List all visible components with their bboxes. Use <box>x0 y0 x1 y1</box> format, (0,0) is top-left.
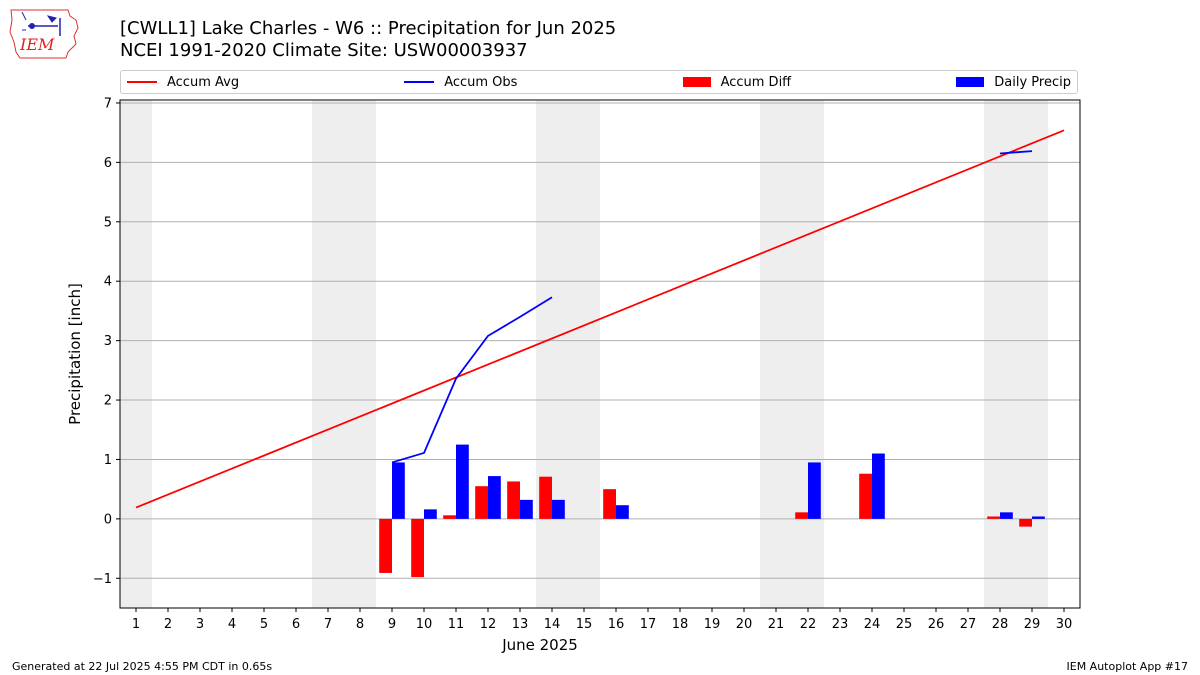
daily-precip-bar-day-10 <box>424 509 437 519</box>
legend-swatch-accum-diff <box>682 77 711 87</box>
legend-label-accum-avg: Accum Avg <box>167 74 240 90</box>
legend-label-accum-obs: Accum Obs <box>444 74 518 90</box>
accum-avg-line <box>135 129 1065 509</box>
x-tick-label-8: 9 <box>388 617 396 632</box>
x-tick-label-23: 24 <box>864 617 881 632</box>
chart-title: [CWLL1] Lake Charles - W6 :: Precipitati… <box>120 18 617 39</box>
footer-generated: Generated at 22 Jul 2025 4:55 PM CDT in … <box>12 660 273 673</box>
legend-label-daily-precip: Daily Precip <box>994 74 1071 90</box>
y-tick-label-2: 1 <box>104 453 112 468</box>
legend: Accum Avg Accum Obs Accum Diff Daily Pre… <box>120 70 1078 94</box>
legend-swatch-daily-precip <box>956 77 985 87</box>
daily-precip-bar-day-16 <box>616 505 629 519</box>
daily-precip-bar-day-9 <box>392 462 405 519</box>
x-tick-label-4: 5 <box>260 617 268 632</box>
x-tick-label-3: 4 <box>228 617 236 632</box>
x-tick-label-20: 21 <box>768 617 785 632</box>
daily-precip-bar-day-12 <box>488 476 501 519</box>
daily-precip-bar-day-14 <box>552 499 565 519</box>
legend-item-accum-avg: Accum Avg <box>127 75 239 90</box>
weekend-shade-4 <box>984 100 1048 608</box>
x-tick-label-17: 18 <box>672 617 689 632</box>
x-tick-label-19: 20 <box>736 617 753 632</box>
legend-item-accum-obs: Accum Obs <box>404 75 517 90</box>
y-tick-label-1: 0 <box>104 512 112 527</box>
legend-swatch-accum-obs <box>404 81 435 83</box>
daily-precip-bar-day-22 <box>808 462 821 519</box>
y-tick-label-3: 2 <box>104 394 112 409</box>
daily-precip-bar-day-28 <box>1000 512 1013 519</box>
weather-station-icon <box>21 11 61 36</box>
x-tick-label-7: 8 <box>356 617 364 632</box>
x-tick-label-29: 30 <box>1056 617 1073 632</box>
daily-precip-bar-day-29 <box>1032 516 1045 519</box>
x-tick-label-28: 29 <box>1024 617 1041 632</box>
x-tick-label-21: 22 <box>800 617 817 632</box>
y-tick-label-7: 6 <box>104 156 112 171</box>
daily-precip-bar-day-24 <box>872 453 885 519</box>
x-tick-label-27: 28 <box>992 617 1009 632</box>
x-tick-label-5: 6 <box>292 617 300 632</box>
y-tick-label-0: −1 <box>93 572 112 587</box>
accum-diff-bar-day-9 <box>379 518 392 573</box>
x-tick-label-26: 27 <box>960 617 977 632</box>
x-tick-label-18: 19 <box>704 617 721 632</box>
iem-logo: IEM <box>9 9 79 59</box>
chart-subtitle: NCEI 1991-2020 Climate Site: USW00003937 <box>120 40 528 61</box>
accum-diff-bar-day-12 <box>475 486 488 519</box>
footer-app: IEM Autoplot App #17 <box>1066 660 1189 673</box>
weekend-shade-2 <box>536 100 600 608</box>
x-tick-label-2: 3 <box>196 617 204 632</box>
accum-obs-line-segment-0 <box>391 296 553 464</box>
y-axis-label: Precipitation [inch] <box>66 283 84 425</box>
x-tick-label-9: 10 <box>416 617 433 632</box>
accum-diff-bar-day-22 <box>795 512 808 519</box>
accum-diff-bar-day-24 <box>859 473 872 519</box>
x-tick-label-11: 12 <box>480 617 497 632</box>
accum-diff-bar-day-16 <box>603 489 616 519</box>
x-tick-label-12: 13 <box>512 617 529 632</box>
x-tick-label-0: 1 <box>132 617 140 632</box>
accum-obs-line-segment-1 <box>999 150 1033 155</box>
accum-diff-bar-day-14 <box>539 476 552 519</box>
x-tick-label-1: 2 <box>164 617 172 632</box>
weekend-shade-0 <box>120 100 152 608</box>
x-tick-label-10: 11 <box>448 617 465 632</box>
x-tick-label-14: 15 <box>576 617 593 632</box>
accum-diff-bar-day-11 <box>443 515 456 519</box>
x-tick-label-15: 16 <box>608 617 625 632</box>
x-tick-label-16: 17 <box>640 617 657 632</box>
x-tick-label-13: 14 <box>544 617 561 632</box>
legend-item-accum-diff: Accum Diff <box>682 74 792 90</box>
legend-item-daily-precip: Daily Precip <box>956 75 1071 90</box>
weekend-shade-1 <box>312 100 376 608</box>
x-tick-label-22: 23 <box>832 617 849 632</box>
legend-swatch-accum-avg <box>127 81 157 83</box>
accum-diff-bar-day-13 <box>507 481 520 519</box>
accum-diff-bar-day-10 <box>411 518 424 578</box>
iowa-outline-icon <box>9 9 79 59</box>
y-tick-label-6: 5 <box>104 215 112 230</box>
plot-frame <box>119 99 1081 609</box>
logo-text: IEM <box>19 35 55 54</box>
weekend-shade-3 <box>760 100 824 608</box>
y-tick-label-4: 3 <box>104 334 112 349</box>
daily-precip-bar-day-13 <box>520 499 533 519</box>
daily-precip-bar-day-11 <box>456 444 469 519</box>
accum-diff-bar-day-29 <box>1019 518 1032 527</box>
y-tick-label-5: 4 <box>104 275 112 290</box>
y-tick-label-8: 7 <box>104 96 112 111</box>
x-tick-label-24: 25 <box>896 617 913 632</box>
legend-label-accum-diff: Accum Diff <box>720 74 792 90</box>
accum-diff-bar-day-28 <box>987 516 1000 519</box>
x-tick-label-6: 7 <box>324 617 332 632</box>
x-axis-label: June 2025 <box>501 636 578 654</box>
x-tick-label-25: 26 <box>928 617 945 632</box>
